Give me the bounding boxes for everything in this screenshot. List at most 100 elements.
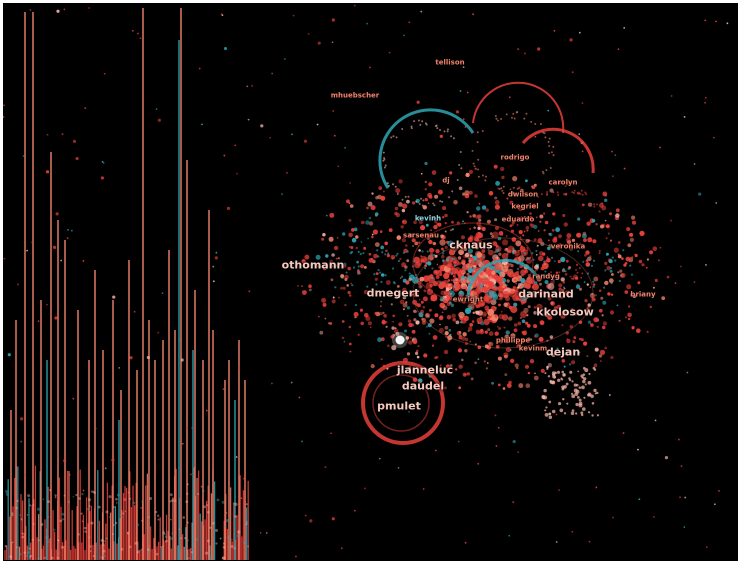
cluster-node (566, 233, 572, 239)
background-node (84, 107, 87, 110)
cluster-node (408, 322, 413, 328)
halo-node (382, 159, 385, 162)
cluster-node (434, 194, 439, 199)
cluster-node (521, 302, 524, 305)
cluster-node (428, 332, 431, 335)
cluster-node (559, 243, 562, 246)
background-node (105, 537, 108, 540)
cluster-node (520, 250, 523, 253)
histogram-particle (53, 528, 56, 531)
background-node (100, 176, 105, 180)
histogram-particle (102, 554, 106, 558)
cluster-node (427, 202, 430, 204)
cluster-node (394, 206, 399, 211)
histogram-particle (37, 557, 40, 560)
cluster-node (508, 380, 512, 385)
halo-node (484, 179, 487, 182)
cluster-node (408, 272, 411, 275)
cluster-node (648, 294, 651, 297)
cluster-node (554, 308, 558, 312)
halo-node (477, 158, 480, 161)
background-node (46, 303, 48, 306)
halo-node (450, 135, 453, 138)
histogram-particle (21, 532, 24, 535)
background-node (251, 84, 254, 87)
cluster-node (502, 290, 510, 299)
cluster-node (508, 214, 511, 217)
cluster-node (564, 192, 568, 196)
background-node (434, 449, 437, 452)
background-node (497, 426, 500, 429)
cluster-node (446, 295, 453, 301)
cluster-node (476, 239, 483, 247)
histogram-particle (182, 516, 186, 519)
histogram-particle (19, 552, 22, 556)
cluster-node (434, 254, 438, 258)
background-node (332, 110, 335, 112)
cluster-node (469, 235, 474, 239)
halo-node (443, 130, 446, 133)
cluster-node (367, 201, 373, 207)
visualization-canvas: tellison mhuebscher rodrigo carolyn dwil… (3, 3, 738, 561)
label-dejan: dejan (545, 345, 581, 359)
halo-node (549, 166, 552, 169)
background-node (408, 21, 411, 24)
cluster-node (399, 277, 402, 279)
halo-node (404, 195, 407, 198)
histogram-particle (102, 540, 105, 543)
halo-node (422, 199, 425, 202)
histogram-particle (155, 552, 159, 556)
cluster-node (351, 228, 355, 232)
cascade-node (545, 406, 548, 409)
cluster-node (509, 200, 514, 205)
background-node (235, 456, 238, 458)
cluster-node (464, 252, 470, 258)
cluster-node (526, 229, 529, 232)
cluster-node (497, 266, 502, 271)
background-node (340, 547, 343, 550)
background-node (307, 32, 310, 35)
cluster-node (546, 339, 549, 342)
background-node (505, 235, 508, 237)
cluster-node (401, 208, 406, 213)
cluster-node (381, 251, 384, 254)
cluster-node (370, 364, 375, 369)
cluster-node (447, 240, 454, 247)
cluster-node (440, 290, 446, 296)
cluster-node (602, 321, 608, 326)
background-node (102, 162, 105, 164)
cluster-node (415, 351, 419, 355)
cluster-node (445, 287, 450, 292)
histogram-particle (147, 548, 150, 551)
cluster-node (379, 305, 382, 307)
cluster-node (538, 336, 544, 342)
cluster-node (509, 263, 512, 266)
cascade-node (596, 414, 600, 417)
background-node (269, 136, 272, 139)
cluster-node (467, 257, 471, 260)
cluster-node (506, 249, 509, 252)
background-node (161, 292, 164, 295)
cluster-node (464, 307, 472, 315)
cluster-node (516, 267, 520, 270)
background-node (52, 245, 57, 249)
halo-node (415, 200, 418, 203)
background-node (201, 123, 203, 126)
cluster-node (584, 299, 588, 303)
histogram-particle (54, 494, 57, 497)
histogram-particle (157, 514, 160, 517)
cluster-node (453, 259, 460, 266)
cluster-node (538, 251, 544, 256)
background-node (388, 51, 391, 54)
halo-node (534, 123, 537, 126)
cluster-node (437, 189, 443, 195)
histogram-particle (37, 539, 40, 542)
cluster-node (497, 236, 502, 241)
cluster-node (461, 358, 464, 362)
background-node (45, 170, 50, 174)
background-node (186, 483, 189, 486)
cluster-node (431, 370, 435, 374)
cluster-node (604, 269, 607, 272)
cluster-node (429, 214, 432, 218)
histogram-particle (221, 556, 225, 560)
